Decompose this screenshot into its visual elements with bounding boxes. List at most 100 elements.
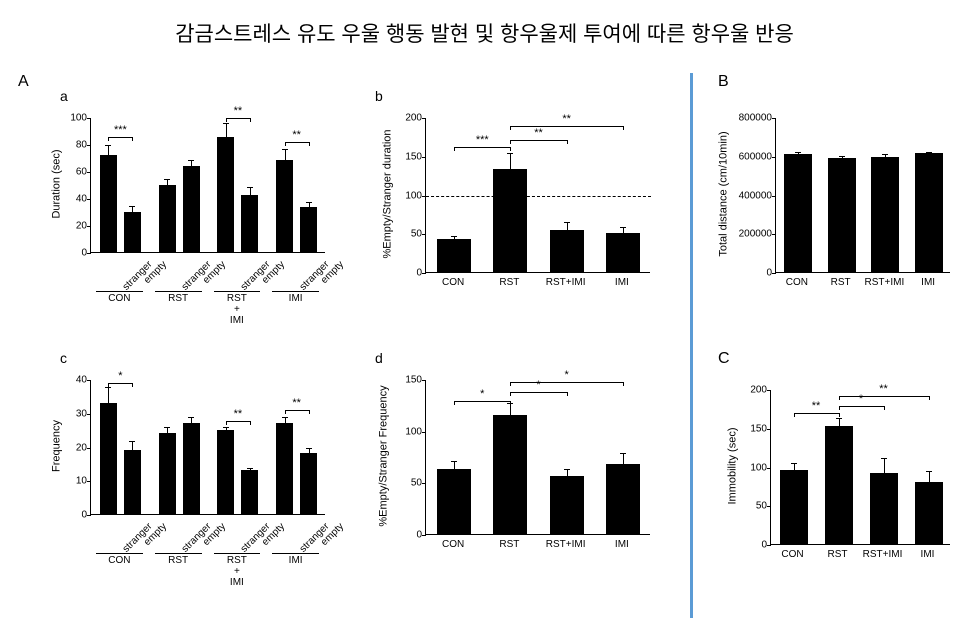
- significance-marker: ***: [114, 124, 127, 136]
- bar: [217, 137, 234, 252]
- y-axis-label: Immobility (sec): [726, 388, 738, 543]
- y-axis-label: %Empty/Stranger Frequency: [377, 378, 389, 533]
- plot-area: 0200000400000600000800000: [775, 118, 950, 273]
- ytick-label: 60: [76, 167, 91, 178]
- ytick-label: 150: [750, 423, 771, 434]
- ytick-label: 40: [76, 194, 91, 205]
- significance-marker: **: [292, 129, 301, 141]
- ytick-label: 600000: [739, 151, 776, 162]
- ytick-label: 100: [405, 426, 426, 437]
- chart-Ab: 050100150200*******%Empty/Stranger durat…: [360, 106, 670, 321]
- bar: [870, 473, 898, 544]
- significance-marker: **: [879, 383, 888, 395]
- ytick-label: 0: [81, 248, 91, 259]
- ytick-label: 80: [76, 140, 91, 151]
- ytick-label: 150: [405, 375, 426, 386]
- bar: [183, 166, 200, 252]
- y-axis-label: Duration (sec): [50, 116, 62, 251]
- significance-marker: *: [859, 393, 863, 405]
- bar: [606, 233, 640, 272]
- ytick-label: 150: [405, 151, 426, 162]
- x-label: IMI: [592, 539, 652, 550]
- x-label: IMI: [898, 549, 958, 560]
- reference-line: [426, 196, 651, 197]
- plot-area: 010203040*****: [90, 380, 325, 515]
- chart-C: 050100150200*****Immobility (sec)CONRSTR…: [705, 378, 960, 593]
- significance-marker: **: [234, 105, 243, 117]
- significance-marker: **: [234, 408, 243, 420]
- bar: [183, 423, 200, 514]
- ytick-label: 50: [411, 229, 426, 240]
- x-group-label: CON: [90, 555, 149, 566]
- x-group-label: CON: [90, 293, 149, 304]
- y-axis-label: Total distance (cm/10min): [717, 116, 729, 271]
- subpanel-label-b: b: [375, 88, 383, 104]
- ytick-label: 100: [70, 113, 91, 124]
- bar: [915, 482, 943, 544]
- plot-area: 050100150200*******: [425, 118, 650, 273]
- subpanel-label-a: a: [60, 88, 68, 104]
- panel-label-C: C: [718, 350, 730, 368]
- x-label: IMI: [898, 277, 958, 288]
- bar: [159, 433, 176, 514]
- bar: [915, 153, 943, 272]
- y-axis-label: %Empty/Stranger duration: [381, 116, 393, 271]
- x-group-label: RST: [149, 293, 208, 304]
- plot-area: 050100150***: [425, 380, 650, 535]
- chart-Ad: 050100150***%Empty/Stranger FrequencyCON…: [360, 368, 670, 583]
- ytick-label: 10: [76, 476, 91, 487]
- ytick-label: 50: [756, 501, 771, 512]
- significance-marker: *: [564, 369, 568, 381]
- bar: [437, 469, 471, 534]
- ytick-label: 50: [411, 478, 426, 489]
- x-label: RST: [479, 539, 539, 550]
- figure-container: A B C a b c d 020406080100*******Duratio…: [0, 48, 969, 628]
- ytick-label: 800000: [739, 113, 776, 124]
- panel-label-B: B: [718, 73, 729, 91]
- bar: [241, 470, 258, 514]
- bar: [493, 169, 527, 272]
- y-axis-label: Frequency: [50, 378, 62, 513]
- bar: [871, 157, 899, 272]
- bar: [217, 430, 234, 514]
- bar: [493, 415, 527, 534]
- ytick-label: 200: [750, 385, 771, 396]
- ytick-label: 100: [405, 190, 426, 201]
- x-group-label: IMI: [266, 293, 325, 304]
- ytick-label: 200000: [739, 229, 776, 240]
- bar: [828, 158, 856, 272]
- plot-area: 050100150200*****: [770, 390, 950, 545]
- bar: [124, 450, 141, 514]
- panel-label-A: A: [18, 73, 29, 91]
- significance-marker: **: [812, 400, 821, 412]
- ytick-label: 200: [405, 113, 426, 124]
- x-group-label: RST+IMI: [208, 555, 267, 588]
- bar: [100, 155, 117, 252]
- significance-marker: **: [562, 113, 571, 125]
- bar: [159, 185, 176, 253]
- chart-Aa: 020406080100*******Duration (sec)strange…: [35, 106, 340, 331]
- ytick-label: 100: [750, 462, 771, 473]
- subpanel-label-d: d: [375, 350, 383, 366]
- bar: [550, 476, 584, 534]
- bar: [300, 453, 317, 514]
- panel-divider: [690, 73, 693, 618]
- x-label: IMI: [592, 277, 652, 288]
- bar: [825, 426, 853, 544]
- bar: [124, 212, 141, 253]
- x-label: RST+IMI: [536, 539, 596, 550]
- ytick-label: 20: [76, 442, 91, 453]
- significance-marker: *: [118, 370, 122, 382]
- x-label: RST+IMI: [536, 277, 596, 288]
- ytick-label: 20: [76, 221, 91, 232]
- ytick-label: 30: [76, 408, 91, 419]
- bar: [437, 239, 471, 272]
- significance-marker: ***: [476, 134, 489, 146]
- bar: [276, 160, 293, 252]
- significance-marker: **: [534, 127, 543, 139]
- x-group-label: RST: [149, 555, 208, 566]
- bar: [780, 470, 808, 544]
- bar: [241, 195, 258, 252]
- x-label: CON: [423, 277, 483, 288]
- chart-Ac: 010203040*****Frequencystrangeremptystra…: [35, 368, 340, 593]
